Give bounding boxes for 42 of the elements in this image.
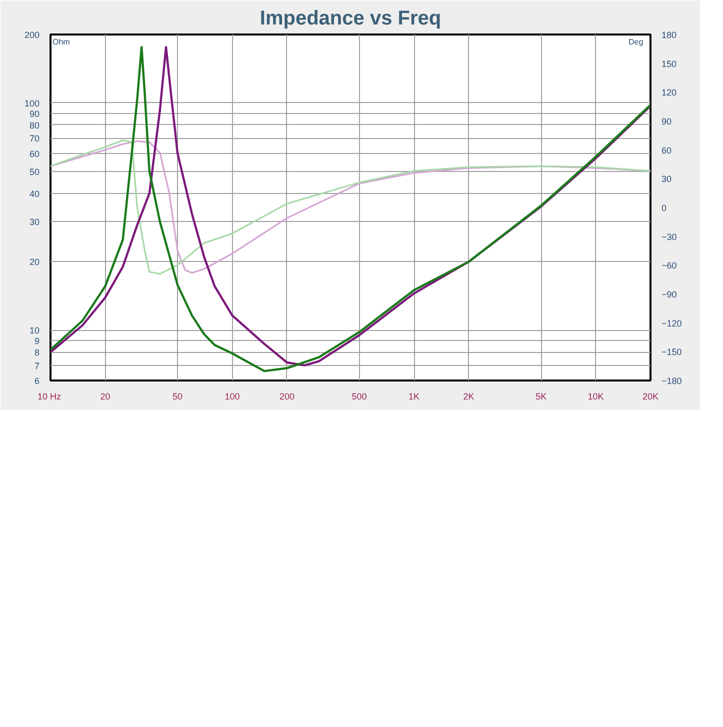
x-tick-label: 1K	[408, 392, 420, 402]
y-tick-label: 50	[29, 166, 40, 177]
y-tick-label: 8	[34, 348, 40, 358]
y-tick-label: 40	[29, 188, 40, 199]
y2-tick-label: 0	[662, 203, 667, 213]
y-tick-label: 9	[34, 336, 40, 346]
x-tick-label: 2K	[463, 392, 474, 402]
y2-tick-label: −60	[662, 260, 677, 271]
y2-tick-label: 150	[662, 58, 677, 69]
chart-title: Impedance vs Freq	[260, 8, 442, 30]
y2-tick-label: 30	[662, 174, 672, 184]
y-tick-label: 6	[34, 376, 40, 386]
y2-tick-label: −30	[662, 232, 677, 242]
x-tick-label: 100	[224, 392, 240, 402]
x-tick-label: 5K	[536, 392, 547, 402]
y2-axis-title: Deg	[628, 38, 644, 46]
x-tick-label: 20K	[642, 392, 659, 402]
x-tick-label: 10 Hz	[37, 392, 62, 402]
y2-tick-label: −120	[662, 318, 682, 328]
y-axis-title: Ohm	[52, 38, 70, 46]
y-tick-label: 200	[24, 30, 40, 40]
y2-tick-label: 60	[662, 145, 672, 156]
y2-tick-label: 120	[662, 88, 677, 98]
y-tick-label: 90	[29, 108, 40, 119]
x-tick-label: 50	[172, 392, 183, 402]
y-tick-label: 7	[34, 360, 40, 371]
x-tick-label: 500	[352, 392, 367, 402]
y2-tick-label: −180	[662, 376, 682, 386]
y-tick-label: 80	[29, 120, 40, 130]
x-tick-label: 10K	[588, 392, 604, 402]
x-tick-label: 200	[279, 392, 294, 402]
y2-tick-label: 180	[662, 30, 677, 40]
y-tick-label: 30	[29, 217, 40, 228]
x-tick-label: 20	[100, 392, 110, 402]
y2-tick-label: −90	[662, 290, 677, 300]
y-tick-label: 70	[29, 134, 40, 144]
y-tick-label: 20	[29, 257, 40, 268]
y-tick-label: 60	[29, 148, 40, 159]
y-tick-label: 100	[24, 98, 40, 108]
y2-tick-label: 90	[662, 116, 672, 126]
y-tick-label: 10	[29, 326, 40, 336]
y2-tick-label: −150	[662, 347, 682, 358]
